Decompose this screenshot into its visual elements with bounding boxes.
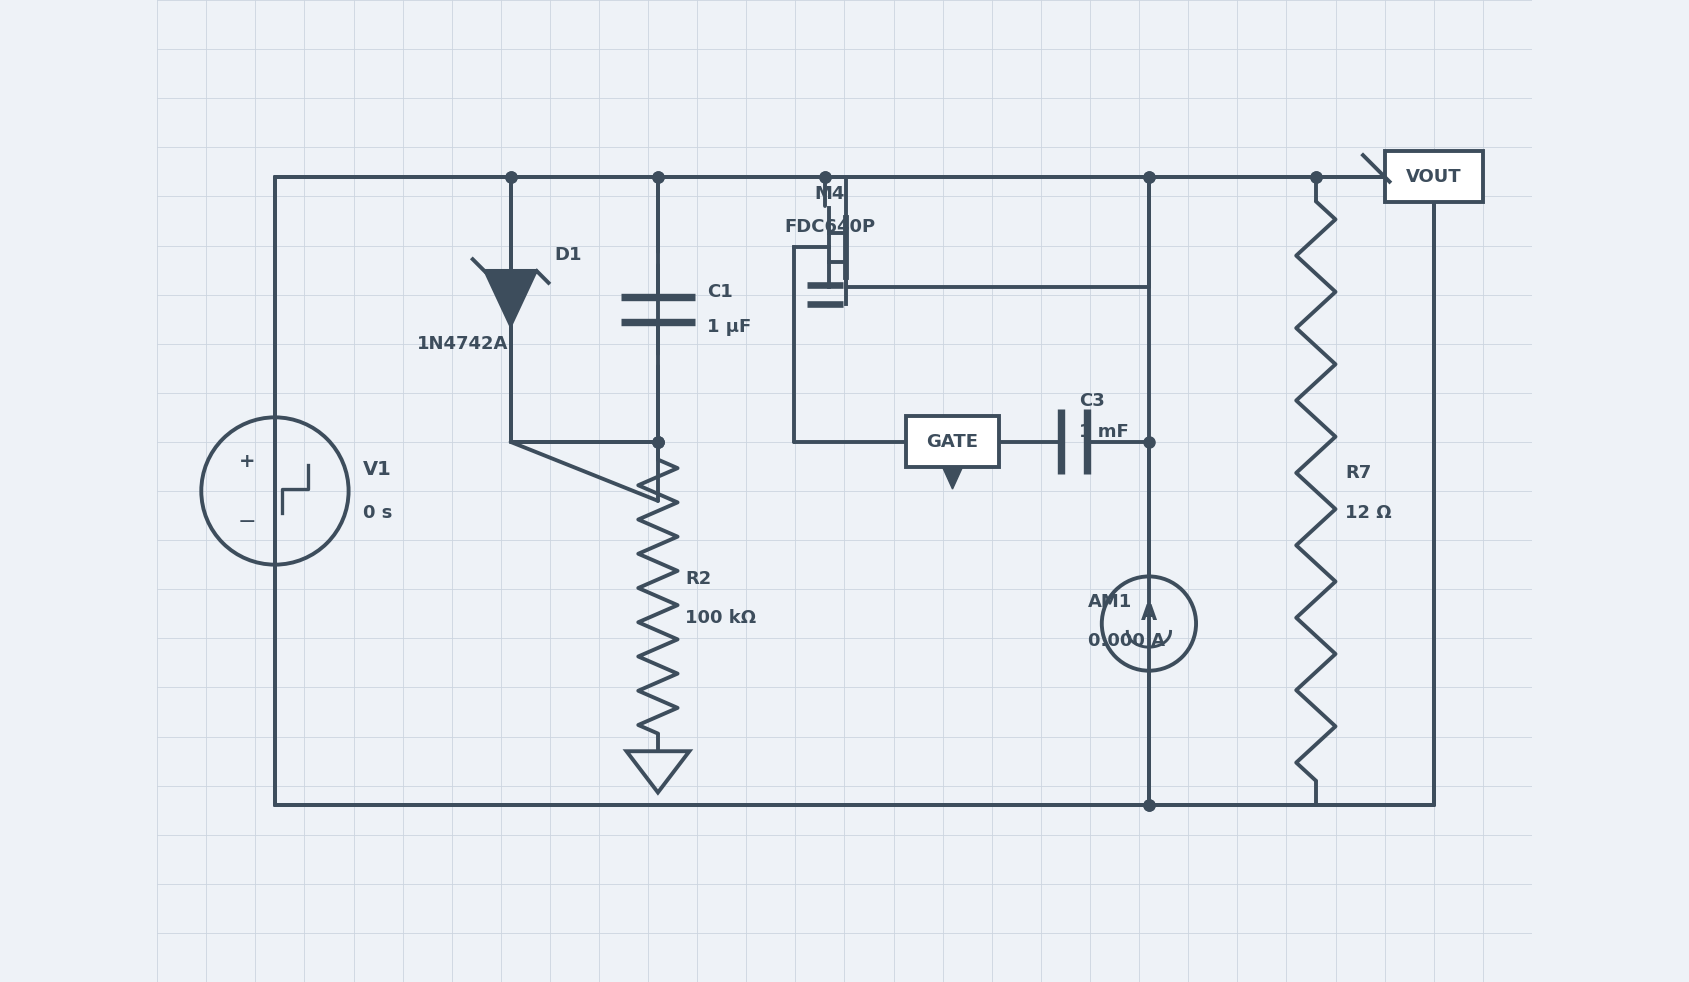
Text: 0.000 A: 0.000 A <box>1088 632 1165 650</box>
Text: GATE: GATE <box>927 433 978 451</box>
Text: D1: D1 <box>554 246 583 264</box>
Text: A: A <box>1140 604 1157 624</box>
Text: R7: R7 <box>1346 464 1371 482</box>
Text: 1N4742A: 1N4742A <box>417 335 508 353</box>
Polygon shape <box>942 467 963 489</box>
Text: 1 μF: 1 μF <box>708 318 752 336</box>
FancyBboxPatch shape <box>905 416 1000 467</box>
FancyBboxPatch shape <box>1385 151 1483 202</box>
Text: +: + <box>240 452 255 471</box>
Text: 12 Ω: 12 Ω <box>1346 504 1392 521</box>
Text: M4: M4 <box>814 185 844 202</box>
Text: 100 kΩ: 100 kΩ <box>686 609 757 627</box>
Text: C1: C1 <box>708 283 733 300</box>
Text: V1: V1 <box>363 460 392 479</box>
Text: AM1: AM1 <box>1088 593 1132 611</box>
Text: VOUT: VOUT <box>1405 168 1461 186</box>
Text: 0 s: 0 s <box>363 504 394 521</box>
Text: −: − <box>238 513 257 532</box>
Text: 1 mF: 1 mF <box>1079 423 1128 441</box>
Text: FDC640P: FDC640P <box>784 218 875 236</box>
Text: C3: C3 <box>1079 392 1105 409</box>
Text: R2: R2 <box>686 570 711 588</box>
Polygon shape <box>485 271 537 327</box>
